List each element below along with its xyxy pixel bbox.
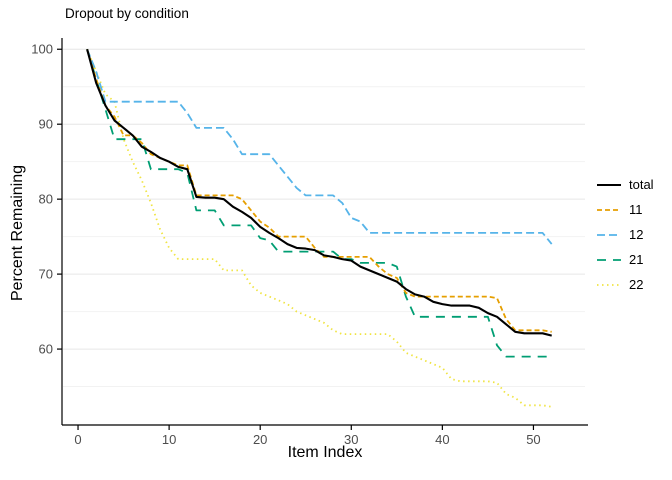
y-tick-label: 60 [39, 342, 53, 357]
series-line-22 [86, 48, 552, 408]
legend-item-11: 11 [597, 197, 654, 222]
legend-item-total: total [597, 172, 654, 197]
x-tick-label: 30 [344, 432, 358, 447]
legend-label-22: 22 [629, 277, 644, 292]
legend-label-11: 11 [629, 202, 643, 217]
series-line-12 [86, 48, 553, 245]
y-tick-label: 100 [31, 42, 53, 57]
legend-key-21 [597, 258, 621, 261]
x-tick-label: 20 [253, 432, 267, 447]
legend: total 11 12 21 22 [597, 172, 654, 297]
legend-key-total [597, 183, 621, 186]
x-axis-title: Item Index [287, 444, 363, 461]
x-tick-label: 0 [74, 432, 81, 447]
y-axis-title: Percent Remaining [9, 164, 26, 302]
y-tick-label: 70 [39, 267, 53, 282]
legend-key-22 [597, 283, 621, 286]
legend-label-21: 21 [629, 252, 644, 267]
legend-key-12 [597, 233, 621, 236]
legend-label-total: total [629, 177, 654, 192]
y-tick-label: 80 [39, 192, 53, 207]
x-tick-label: 50 [526, 432, 540, 447]
legend-item-12: 12 [597, 222, 654, 247]
series-line-11 [86, 48, 552, 333]
legend-item-22: 22 [597, 272, 654, 297]
legend-label-12: 12 [629, 227, 644, 242]
y-tick-label: 90 [39, 117, 53, 132]
legend-item-21: 21 [597, 247, 654, 272]
x-tick-label: 10 [162, 432, 176, 447]
series-line-total [86, 48, 552, 337]
legend-key-11 [597, 208, 621, 211]
x-tick-label: 40 [435, 432, 449, 447]
chart-title: Dropout by condition [65, 6, 189, 21]
